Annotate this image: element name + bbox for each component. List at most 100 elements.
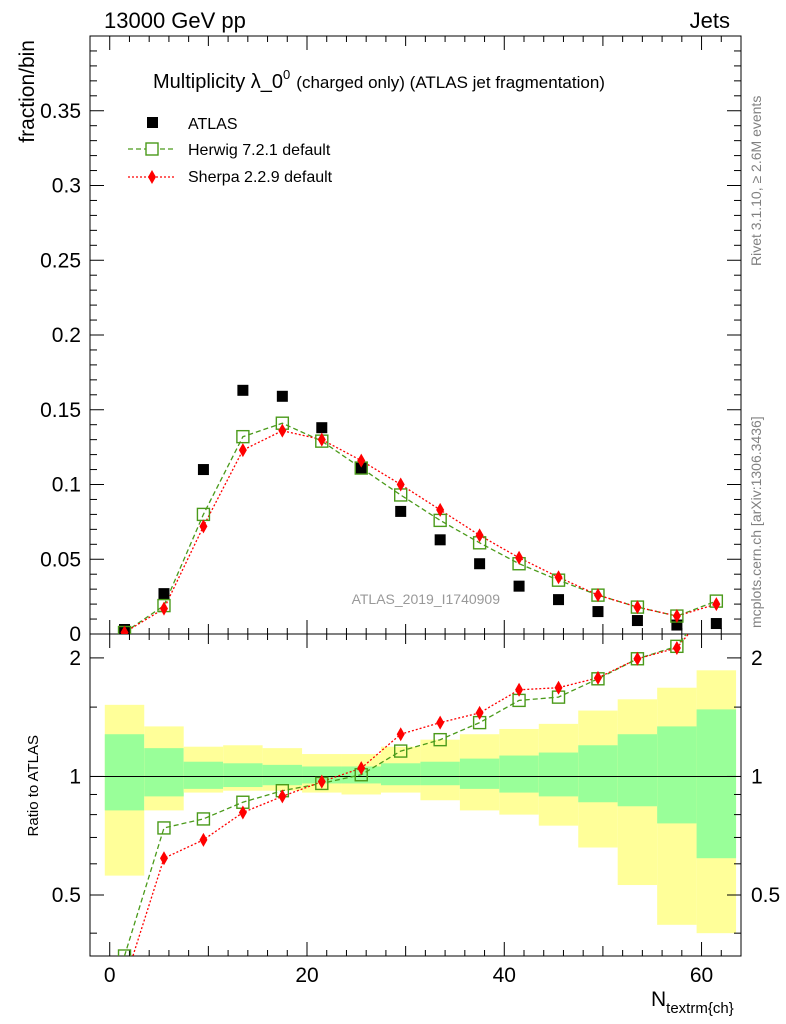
- band-inner-10: [499, 755, 539, 793]
- sherpa-ratio-point: [475, 705, 484, 720]
- sherpa-point: [436, 502, 445, 517]
- atlas-point: [197, 464, 209, 476]
- sherpa-ratio-point: [396, 727, 405, 742]
- sherpa-point: [120, 625, 129, 634]
- legend-atlas-marker: [147, 117, 158, 128]
- plot-title-main: Multiplicity λ_0: [153, 71, 283, 93]
- band-inner-14: [657, 726, 697, 824]
- main-plot-data: [117, 384, 724, 634]
- atlas-point: [355, 462, 367, 474]
- legend-herwig-label: Herwig 7.2.1 default: [188, 142, 331, 159]
- atlas-point: [553, 594, 565, 606]
- band-inner-13: [617, 734, 658, 807]
- band-inner-11: [538, 752, 579, 797]
- herwig-ratio-point: [433, 732, 447, 747]
- sherpa-point: [633, 600, 642, 615]
- band-inner-7: [380, 763, 421, 786]
- ratio-ytick-label-right: 1: [751, 765, 763, 788]
- main-ytick-label: 0.05: [40, 548, 81, 571]
- sherpa-ratio-point: [278, 789, 287, 804]
- sherpa-point: [593, 588, 602, 603]
- plot-title: Multiplicity λ_00 (charged only) (ATLAS j…: [153, 67, 605, 93]
- ratio-ytick-label-right: 0.5: [751, 884, 780, 907]
- ratio-y-axis-label: Ratio to ATLAS: [25, 735, 42, 836]
- legend-atlas-label: ATLAS: [188, 116, 238, 133]
- sherpa-ratio-point: [554, 680, 563, 695]
- atlas-point: [631, 615, 643, 627]
- main-ytick-label: 0.35: [40, 100, 81, 123]
- main-ytick-label: 0.25: [40, 249, 81, 272]
- sherpa-ratio-point: [121, 975, 129, 989]
- plot-title-superscript: 0: [283, 67, 290, 82]
- sherpa-point: [475, 528, 484, 543]
- sherpa-ratio-point: [515, 682, 524, 697]
- ratio-uncertainty-bands: [104, 670, 737, 934]
- main-y-axis-label: fraction/bin: [16, 40, 39, 143]
- atlas-point: [513, 580, 525, 592]
- sherpa-point: [515, 550, 524, 565]
- herwig-point: [236, 429, 250, 444]
- x-axis-label: Ntextrm{ch}: [651, 988, 734, 1017]
- legend-sherpa-label: Sherpa 2.2.9 default: [188, 169, 333, 186]
- main-ytick-label: 0: [69, 623, 81, 646]
- analysis-label: ATLAS_2019_I1740909: [352, 591, 501, 607]
- header-left: 13000 GeV pp: [104, 8, 246, 33]
- plot-title-suffix: (charged only) (ATLAS jet fragmentation): [296, 73, 605, 92]
- sherpa-ratio-point: [317, 774, 326, 789]
- atlas-point: [474, 558, 486, 570]
- sherpa-ratio-point: [593, 670, 602, 685]
- x-axis-label-main: N: [651, 988, 666, 1011]
- sherpa-point: [317, 432, 326, 447]
- ratio-plot-frame: [89, 633, 742, 957]
- atlas-point: [316, 422, 328, 434]
- band-inner-1: [144, 748, 184, 797]
- band-inner-3: [223, 763, 263, 788]
- sherpa-point: [554, 570, 563, 585]
- sherpa-point: [712, 597, 721, 612]
- x-axis-label-sub: textrm{ch}: [666, 1000, 734, 1017]
- sherpa-ratio-point: [238, 805, 247, 820]
- atlas-point: [276, 390, 288, 402]
- ratio-ytick-label-right: 2: [751, 647, 763, 670]
- band-inner-8: [420, 761, 460, 786]
- sherpa-point: [159, 601, 168, 616]
- atlas-point: [710, 618, 722, 630]
- sherpa-line: [124, 430, 717, 634]
- sherpa-ratio-point: [633, 651, 642, 666]
- sherpa-point: [238, 443, 247, 458]
- header-right: Jets: [690, 8, 730, 33]
- atlas-point: [158, 588, 170, 600]
- rivet-label: Rivet 3.1.10, ≥ 2.6M events: [748, 96, 764, 266]
- xtick-label: 0: [104, 964, 116, 987]
- sherpa-ratio-point: [159, 851, 168, 866]
- atlas-point: [237, 384, 249, 396]
- main-ytick-label: 0.3: [52, 175, 81, 198]
- atlas-point: [434, 534, 446, 546]
- axis-ticks: 00.050.10.150.20.250.30.350 20 40 600.5 0.51…: [40, 36, 780, 987]
- sherpa-ratio-point: [436, 715, 445, 730]
- legend: ATLAS Herwig 7.2.1 default Sherpa 2.2.9 …: [128, 116, 333, 186]
- main-ytick-label: 0.2: [52, 324, 81, 347]
- ratio-ytick-label-left: 1: [69, 765, 81, 788]
- sherpa-ratio-point: [357, 761, 366, 776]
- ratio-plot-data: [117, 634, 690, 989]
- legend-herwig-marker: [145, 142, 159, 156]
- band-inner-0: [104, 734, 145, 811]
- sherpa-ratio-point: [199, 832, 208, 847]
- herwig-ratio-point: [157, 821, 171, 835]
- herwig-ratio-point: [394, 744, 408, 758]
- band-inner-12: [578, 745, 618, 803]
- xtick-label: 20: [295, 964, 318, 987]
- herwig-ratio-point: [196, 812, 211, 826]
- sherpa-point: [199, 519, 208, 534]
- sherpa-ratio-point: [672, 640, 681, 655]
- mcplots-label: mcplots.cern.ch [arXiv:1306.3436]: [748, 416, 764, 628]
- ratio-ytick-label-left: 2: [69, 647, 81, 670]
- band-inner-4: [262, 764, 303, 786]
- band-inner-15: [696, 709, 737, 859]
- main-ytick-label: 0.15: [40, 399, 81, 422]
- atlas-point: [592, 606, 604, 618]
- xtick-label: 60: [690, 964, 713, 987]
- atlas-point: [395, 505, 407, 517]
